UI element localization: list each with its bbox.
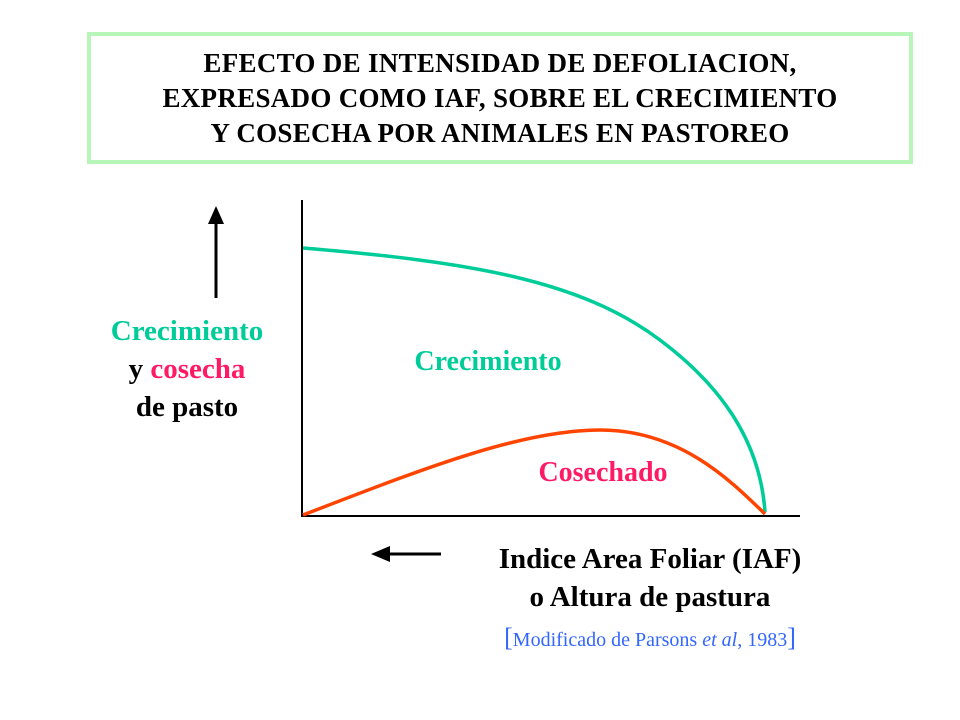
source-open-bracket: [ xyxy=(504,623,513,652)
source-close-bracket: ] xyxy=(787,623,796,652)
harvest-curve xyxy=(302,428,767,517)
y-axis-label-line-1: Crecimiento xyxy=(110,315,264,347)
source-text-after: , 1983 xyxy=(737,629,788,651)
growth-curve xyxy=(302,246,767,513)
arrow-up-icon xyxy=(208,206,224,298)
arrow-left-icon xyxy=(371,546,441,562)
title-box: EFECTO DE INTENSIDAD DE DEFOLIACION, EXP… xyxy=(87,32,913,164)
x-axis-label: Indice Area Foliar (IAF) o Altura de pas… xyxy=(440,540,860,616)
harvest-curve-label: Cosechado xyxy=(538,457,667,488)
title-line-3: Y COSECHA POR ANIMALES EN PASTOREO xyxy=(210,117,790,148)
x-axis-label-line-1: Indice Area Foliar (IAF) xyxy=(498,543,802,575)
y-axis-label-prefix: y xyxy=(128,353,151,385)
source-text-before: Modificado de Parsons xyxy=(512,629,703,651)
title-line-1: EFECTO DE INTENSIDAD DE DEFOLIACION, xyxy=(203,47,797,78)
x-axis-label-line-2: o Altura de pastura xyxy=(529,581,771,613)
y-axis-label-harvest: cosecha xyxy=(150,353,246,385)
y-axis-label-line-3: de pasto xyxy=(135,391,239,423)
title-line-2: EXPRESADO COMO IAF, SOBRE EL CRECIMIENTO xyxy=(162,82,838,113)
source-citation: [Modificado de Parsons et al, 1983] xyxy=(480,623,820,653)
y-axis-label-line-2: y cosecha xyxy=(80,350,294,388)
source-text-italic: et al xyxy=(702,629,738,651)
growth-curve-label: Crecimiento xyxy=(414,346,561,377)
y-axis-label: Crecimiento y cosecha de pasto xyxy=(80,312,294,426)
